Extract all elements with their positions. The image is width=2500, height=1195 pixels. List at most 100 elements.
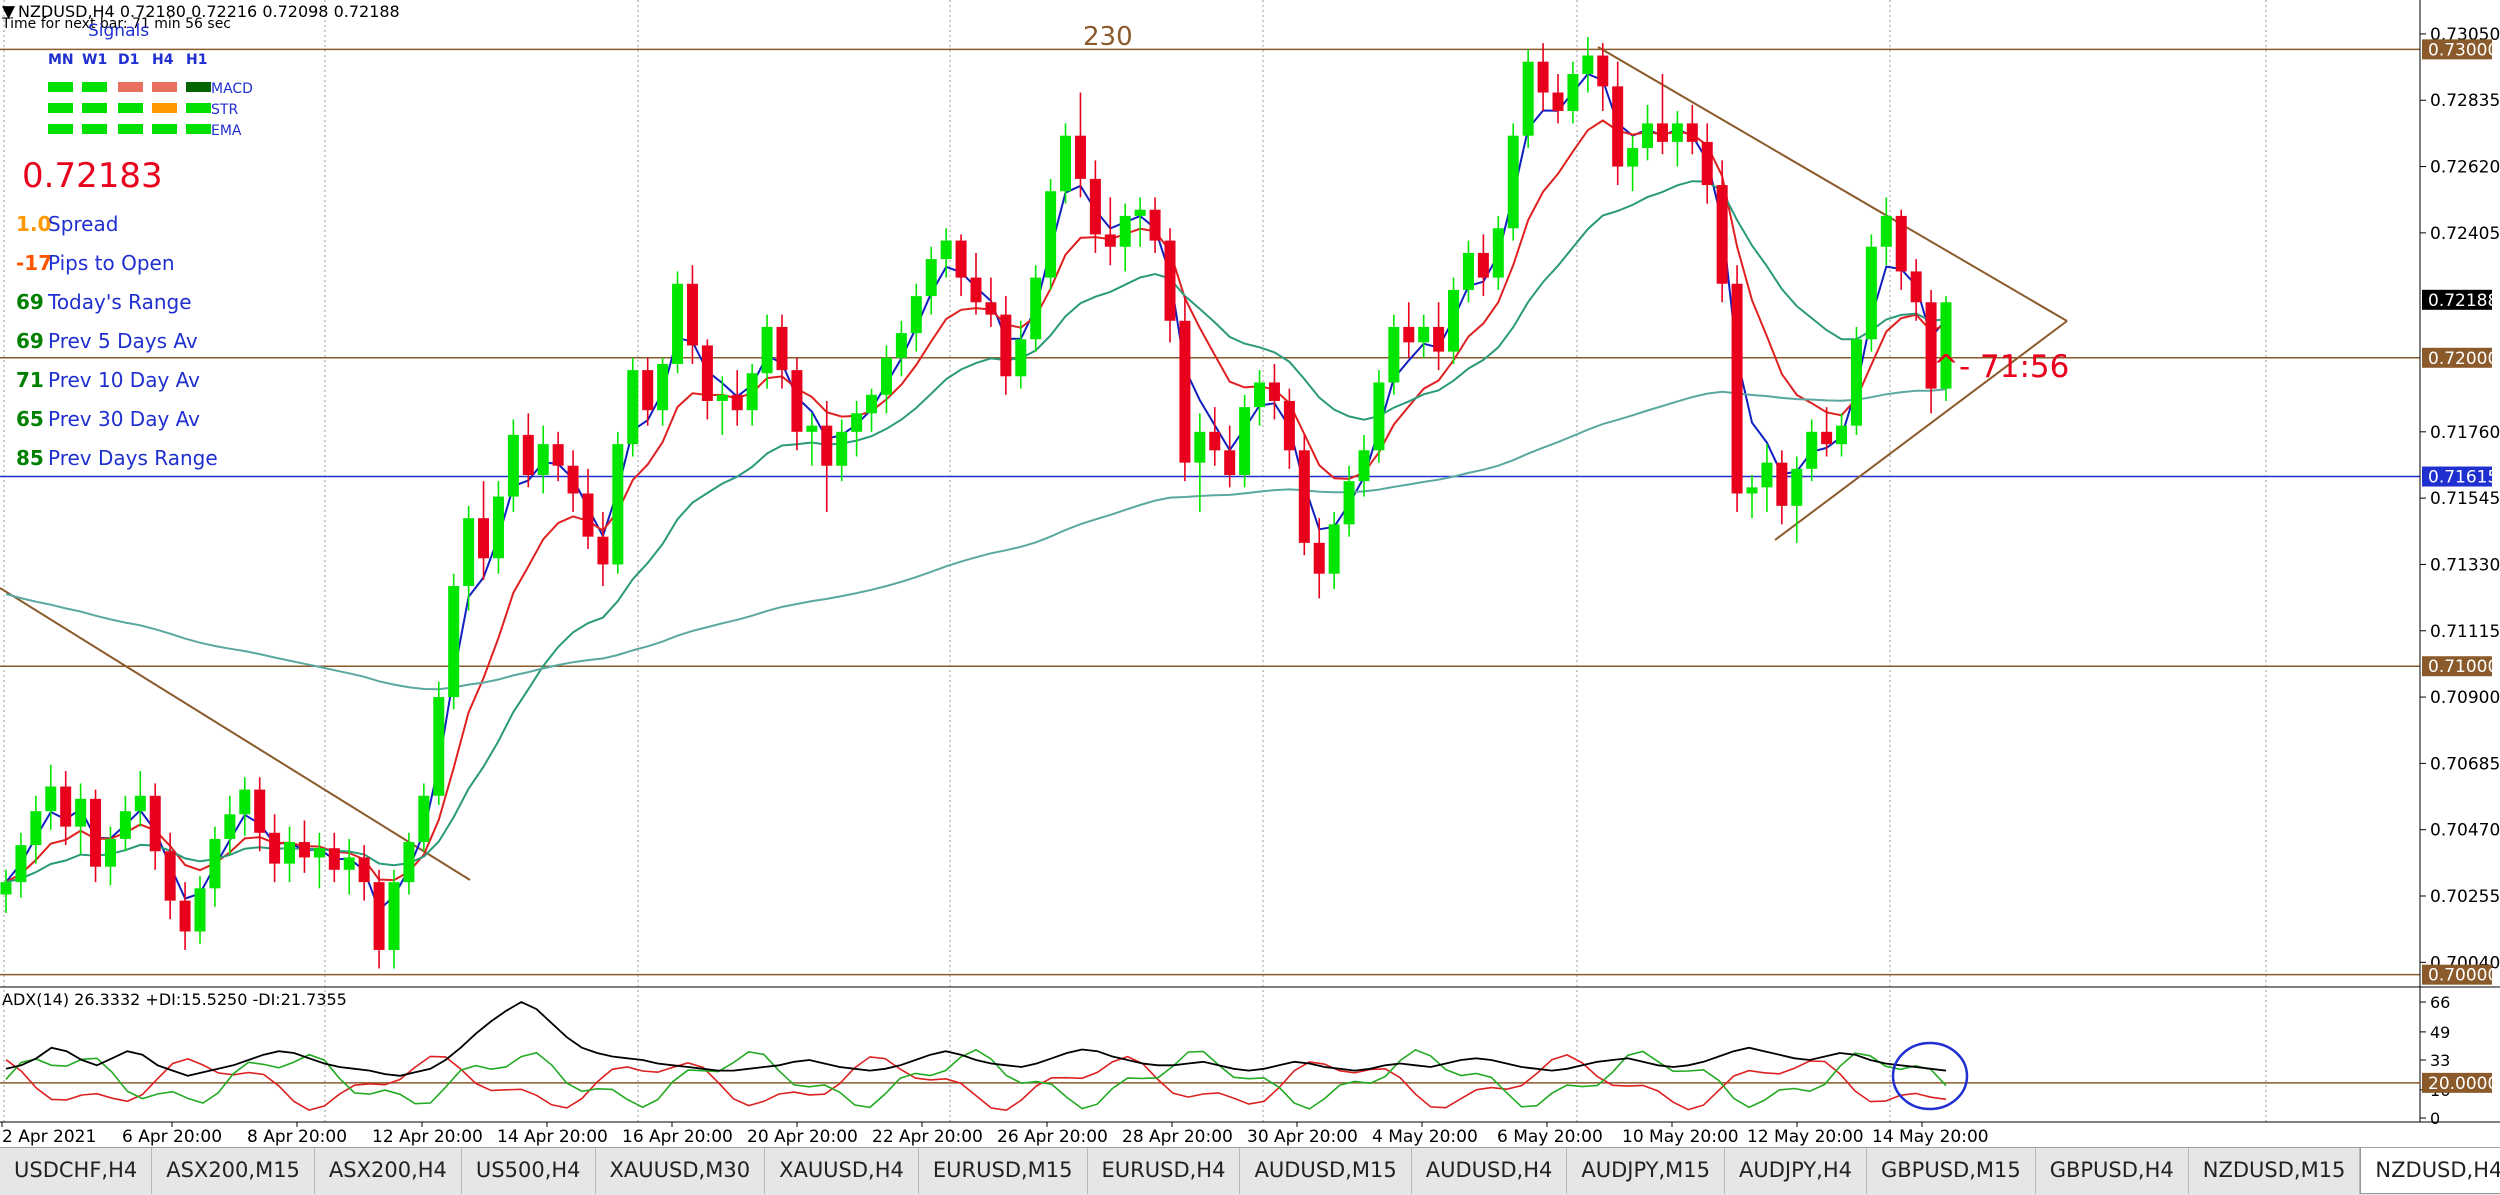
adx-tag-label: 20.0000 <box>2428 1074 2498 1094</box>
candle-body <box>328 848 340 870</box>
signal-cell <box>186 82 211 92</box>
candle <box>672 271 684 374</box>
candle <box>686 265 698 364</box>
tab-audjpy-h4[interactable]: AUDJPY,H4 <box>1725 1148 1867 1194</box>
tab-eurusd-m15[interactable]: EURUSD,M15 <box>919 1148 1088 1194</box>
price-tag-bg <box>2422 39 2492 60</box>
candle-body <box>1522 61 1534 136</box>
candle-body <box>254 789 266 833</box>
adx-tick-label: 66 <box>2430 993 2450 1012</box>
candle <box>1224 425 1236 488</box>
candle-body <box>269 832 281 864</box>
candle-body <box>1627 148 1639 167</box>
candle <box>0 869 12 913</box>
candle-body <box>567 465 579 494</box>
candle <box>1000 296 1012 395</box>
candle-body <box>925 259 937 297</box>
time-tick-label: 6 Apr 20:00 <box>122 1127 222 1147</box>
candle <box>567 450 579 513</box>
current-price-big: 0.72183 <box>22 156 163 196</box>
candle <box>448 573 460 710</box>
adx-level-tag: 20.0000 <box>2422 1072 2498 1094</box>
tab-usdchf-h4[interactable]: USDCHF,H4 <box>0 1148 153 1194</box>
signal-timeframe: H1 <box>186 52 207 68</box>
candle-body <box>910 296 922 334</box>
candle-body <box>821 425 833 466</box>
candle <box>1462 240 1474 303</box>
candle-body <box>1642 123 1654 149</box>
candle <box>1582 37 1594 93</box>
candle <box>224 795 236 855</box>
time-tick-label: 28 Apr 20:00 <box>1122 1127 1233 1147</box>
tab-xauusd-m30[interactable]: XAUUSD,M30 <box>596 1148 766 1194</box>
candle <box>358 845 370 901</box>
signal-cell <box>186 124 211 134</box>
candle <box>522 413 534 488</box>
price-chart[interactable]: 0.730500.728350.726200.724050.717600.715… <box>0 0 2500 1147</box>
price-tag-bg <box>2422 289 2492 310</box>
candle-body <box>895 333 907 358</box>
tab-asx200-m15[interactable]: ASX200,M15 <box>152 1148 315 1194</box>
candle <box>1313 518 1325 599</box>
candle-body <box>522 434 534 475</box>
candle <box>1776 450 1788 525</box>
time-tick-label: 8 Apr 20:00 <box>247 1127 347 1147</box>
candle-body <box>672 283 684 364</box>
candle <box>1746 474 1758 519</box>
candle <box>701 339 713 420</box>
candle-body <box>1567 74 1579 112</box>
chart-title-arrow[interactable]: ▼ <box>2 2 16 22</box>
candle-body <box>1403 326 1415 343</box>
signal-cell <box>118 103 143 113</box>
candle <box>552 431 564 482</box>
signal-cell <box>186 103 211 113</box>
tab-us500-h4[interactable]: US500,H4 <box>462 1148 596 1194</box>
tab-xauusd-h4[interactable]: XAUUSD,H4 <box>765 1148 919 1194</box>
candle <box>90 789 102 883</box>
signal-cell <box>118 124 143 134</box>
candle-body <box>1119 215 1131 247</box>
candle <box>642 357 654 426</box>
price-tick-label: 0.71330 <box>2430 555 2500 575</box>
candle <box>1537 43 1549 112</box>
bar-timer: Time for next bar: 71 min 56 sec <box>1 16 231 32</box>
signal-cell <box>118 82 143 92</box>
candle-body <box>239 789 251 815</box>
tab-nzdusd-h4[interactable]: NZDUSD,H4 <box>2360 1148 2500 1194</box>
candle <box>164 832 176 920</box>
candle <box>731 370 743 426</box>
candle-body <box>373 882 385 950</box>
tab-asx200-h4[interactable]: ASX200,H4 <box>315 1148 462 1194</box>
candle-body <box>1343 481 1355 525</box>
candle <box>254 777 266 852</box>
candle <box>761 314 773 389</box>
candle-body <box>388 882 400 950</box>
tab-gbpusd-m15[interactable]: GBPUSD,M15 <box>1867 1148 2036 1194</box>
tab-eurusd-h4[interactable]: EURUSD,H4 <box>1088 1148 1241 1194</box>
price-tag-bg <box>2422 656 2492 677</box>
candle <box>104 826 116 886</box>
tab-audusd-h4[interactable]: AUDUSD,H4 <box>1412 1148 1568 1194</box>
candle <box>1448 277 1460 364</box>
tab-nzdusd-m15[interactable]: NZDUSD,M15 <box>2189 1148 2361 1194</box>
price-tick-label: 0.71115 <box>2430 622 2500 642</box>
candle-body <box>358 857 370 883</box>
tab-gbpusd-h4[interactable]: GBPUSD,H4 <box>2036 1148 2189 1194</box>
tab-audusd-m15[interactable]: AUDUSD,M15 <box>1240 1148 1412 1194</box>
candle-body <box>1821 431 1833 445</box>
candle-body <box>851 413 863 432</box>
tab-audjpy-m15[interactable]: AUDJPY,M15 <box>1567 1148 1726 1194</box>
adx-tick-label: 0 <box>2430 1109 2440 1128</box>
candle-body <box>492 496 504 559</box>
candle <box>1149 197 1161 253</box>
tag-071000: 0.71000 <box>2422 656 2498 677</box>
candle <box>1283 388 1295 469</box>
time-tick-label: 16 Apr 20:00 <box>622 1127 733 1147</box>
candle <box>895 320 907 377</box>
adx-line <box>5 1000 1947 1077</box>
candle-body <box>478 518 490 559</box>
candle-body <box>418 795 430 843</box>
candle-body <box>1492 228 1504 278</box>
candle <box>1880 197 1892 266</box>
trendlines <box>0 46 2068 881</box>
